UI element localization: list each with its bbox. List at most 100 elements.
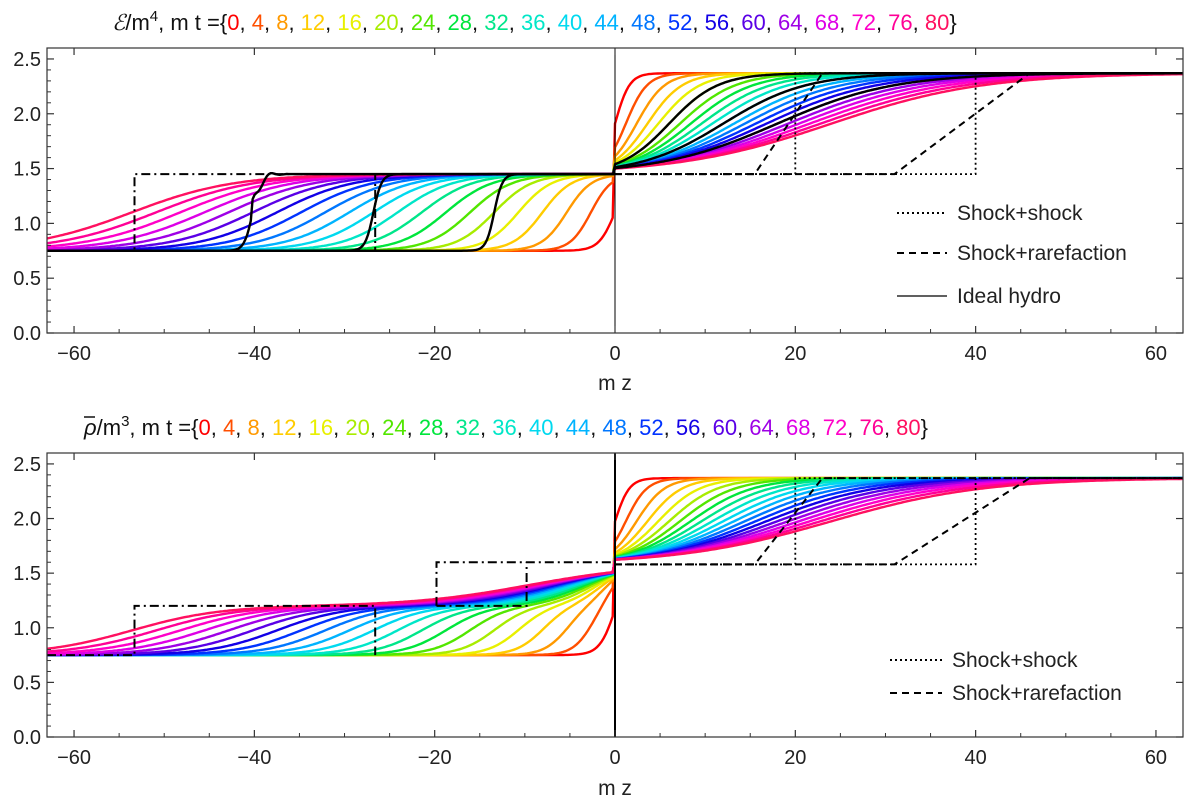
title-comma: , bbox=[664, 415, 676, 440]
title-time-label: 64 bbox=[749, 415, 773, 440]
title-time-label: 64 bbox=[778, 10, 802, 35]
title-time-label: 16 bbox=[337, 10, 361, 35]
title-time-label: 0 bbox=[199, 415, 211, 440]
title-time-label: 76 bbox=[859, 415, 883, 440]
title-time-label: 32 bbox=[456, 415, 480, 440]
x-tick-label: 0 bbox=[609, 747, 620, 769]
y-tick-label: 0.5 bbox=[13, 268, 41, 290]
title-comma: , bbox=[480, 415, 492, 440]
title-comma: , bbox=[260, 415, 272, 440]
title-time-label: 0 bbox=[227, 10, 239, 35]
title-time-label: 36 bbox=[521, 10, 545, 35]
title-comma: , bbox=[803, 10, 815, 35]
title-time-label: 52 bbox=[668, 10, 692, 35]
y-tick-label: 1.0 bbox=[13, 213, 41, 235]
title-comma: , bbox=[590, 415, 602, 440]
title-time-label: 56 bbox=[705, 10, 729, 35]
title-comma: , bbox=[729, 10, 741, 35]
title-time-label: 80 bbox=[925, 10, 949, 35]
x-tick-label: −20 bbox=[418, 747, 452, 769]
y-tick-label: 2.5 bbox=[13, 454, 41, 476]
title-comma: , bbox=[737, 415, 749, 440]
chart-title: ρ/m3, m t ={0, 4, 8, 12, 16, 20, 24, 28,… bbox=[83, 413, 928, 440]
y-tick-label: 1.5 bbox=[13, 563, 41, 585]
y-tick-label: 1.0 bbox=[13, 618, 41, 640]
shock-rarefaction-solution-1 bbox=[615, 72, 1183, 176]
title-time-label: 60 bbox=[713, 415, 737, 440]
chart-title: ℰ/m4, m t ={0, 4, 8, 12, 16, 20, 24, 28,… bbox=[112, 8, 957, 35]
title-end: } bbox=[949, 10, 956, 35]
title-comma: , bbox=[545, 10, 557, 35]
x-axis-label: m z bbox=[598, 777, 632, 800]
title-comma: , bbox=[847, 415, 859, 440]
legend-label: Shock+rarefaction bbox=[952, 682, 1122, 705]
title-comma: , bbox=[443, 415, 455, 440]
title-time-label: 60 bbox=[741, 10, 765, 35]
shock-rarefaction-solution-1 bbox=[615, 477, 1183, 566]
title-symbol: ρ bbox=[83, 415, 97, 440]
title-prefix: , m t ={ bbox=[129, 415, 198, 440]
title-time-label: 24 bbox=[382, 415, 406, 440]
title-comma: , bbox=[700, 415, 712, 440]
title-comma: , bbox=[884, 415, 896, 440]
title-time-label: 28 bbox=[448, 10, 472, 35]
title-comma: , bbox=[692, 10, 704, 35]
title-time-label: 36 bbox=[492, 415, 516, 440]
title-time-label: 32 bbox=[484, 10, 508, 35]
title-time-label: 44 bbox=[594, 10, 618, 35]
title-exponent: 3 bbox=[121, 413, 129, 430]
title-time-label: 68 bbox=[786, 415, 810, 440]
title-comma: , bbox=[235, 415, 247, 440]
title-time-label: 28 bbox=[419, 415, 443, 440]
title-comma: , bbox=[211, 415, 223, 440]
left-shock-solution-1 bbox=[435, 561, 615, 606]
y-tick-label: 2.5 bbox=[13, 49, 41, 71]
x-tick-label: 20 bbox=[784, 343, 806, 365]
title-time-label: 48 bbox=[602, 415, 626, 440]
title-comma: , bbox=[517, 415, 529, 440]
x-tick-label: 40 bbox=[965, 747, 987, 769]
x-tick-label: −20 bbox=[418, 343, 452, 365]
x-tick-label: 60 bbox=[1145, 343, 1167, 365]
title-time-label: 72 bbox=[823, 415, 847, 440]
title-time-label: 52 bbox=[639, 415, 663, 440]
baryon-density-panel: −60 −40 −20 0 20 40 600.00.51.01.52.02.5m zρ/m… bbox=[13, 413, 1184, 800]
title-comma: , bbox=[333, 415, 345, 440]
title-time-label: 80 bbox=[896, 415, 920, 440]
title-time-label: 8 bbox=[276, 10, 288, 35]
title-comma: , bbox=[472, 10, 484, 35]
title-comma: , bbox=[553, 415, 565, 440]
title-prefix: , m t ={ bbox=[158, 10, 227, 35]
title-time-label: 4 bbox=[252, 10, 264, 35]
title-time-label: 12 bbox=[301, 10, 325, 35]
title-time-label: 40 bbox=[558, 10, 582, 35]
x-tick-label: 20 bbox=[784, 747, 806, 769]
title-comma: , bbox=[811, 415, 823, 440]
title-time-label: 20 bbox=[345, 415, 369, 440]
title-comma: , bbox=[370, 415, 382, 440]
title-comma: , bbox=[876, 10, 888, 35]
x-tick-label: −60 bbox=[57, 747, 91, 769]
title-time-label: 12 bbox=[272, 415, 296, 440]
y-tick-label: 2.0 bbox=[13, 509, 41, 531]
title-time-label: 4 bbox=[223, 415, 235, 440]
legend-label: Shock+rarefaction bbox=[957, 242, 1127, 265]
title-time-label: 68 bbox=[815, 10, 839, 35]
title-time-label: 44 bbox=[566, 415, 590, 440]
title-comma: , bbox=[913, 10, 925, 35]
title-time-label: 56 bbox=[676, 415, 700, 440]
left-shock-solution-0 bbox=[47, 604, 377, 657]
x-axis-label: m z bbox=[598, 372, 632, 395]
shock-rarefaction-solution-0 bbox=[615, 477, 1183, 566]
x-tick-label: −60 bbox=[57, 343, 91, 365]
title-comma: , bbox=[288, 10, 300, 35]
y-tick-label: 0.5 bbox=[13, 672, 41, 694]
title-comma: , bbox=[362, 10, 374, 35]
title-unit: /m bbox=[97, 415, 121, 440]
title-time-label: 20 bbox=[374, 10, 398, 35]
title-comma: , bbox=[582, 10, 594, 35]
legend-label: Shock+shock bbox=[957, 202, 1083, 225]
x-tick-label: 0 bbox=[609, 343, 620, 365]
title-comma: , bbox=[774, 415, 786, 440]
